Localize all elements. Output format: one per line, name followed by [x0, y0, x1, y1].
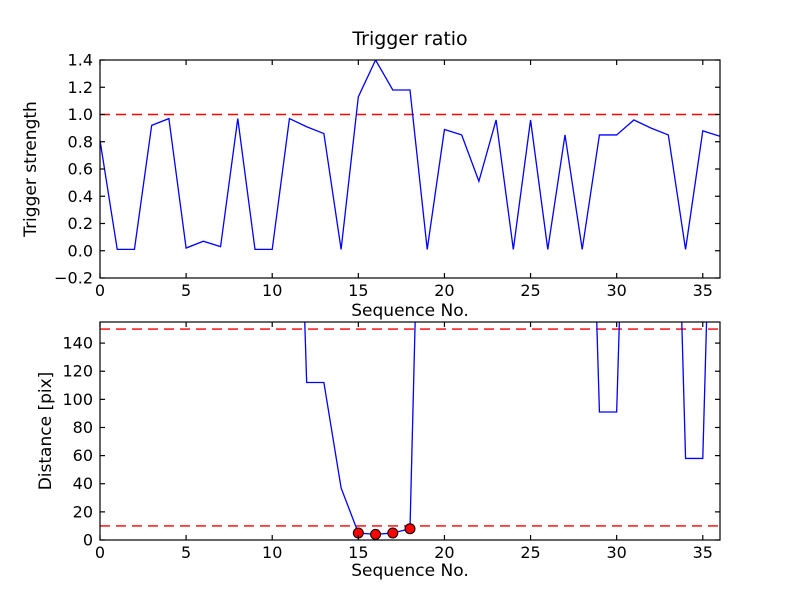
plot-1-x-tick-label: 25 — [520, 543, 540, 562]
plot-1-x-tick-label: 10 — [262, 543, 282, 562]
plot-1-x-tick-label: 35 — [693, 543, 713, 562]
plot-1-marker — [387, 527, 399, 539]
plot-1-x-tick-label: 20 — [434, 543, 454, 562]
plot-0-y-tick-label: 0.0 — [68, 241, 93, 260]
plot-1-marker — [404, 523, 416, 535]
plot-0-y-tick-label: 0.2 — [68, 214, 93, 233]
plot-1-marker — [370, 528, 382, 540]
plot-1-x-tick-label: 15 — [348, 543, 368, 562]
plot-0-x-tick-label: 5 — [181, 281, 191, 300]
plot-1-y-tick-label: 40 — [73, 474, 93, 493]
top-x-axis-label: Sequence No. — [351, 301, 469, 321]
plot-1-y-tick-label: 60 — [73, 446, 93, 465]
plot-1-axes-border — [99, 321, 721, 541]
plot-0-y-tick-label: 1.0 — [68, 105, 93, 124]
bottom-x-axis-label: Sequence No. — [351, 561, 469, 581]
plot-1-y-tick-label: 20 — [73, 502, 93, 521]
top-y-axis-label: Trigger strength — [21, 101, 41, 237]
plot-0-y-tick-label: 0.6 — [68, 160, 93, 179]
chart-title: Trigger ratio — [352, 28, 468, 50]
plot-0-x-tick-label: 15 — [348, 281, 368, 300]
plot-1-y-tick-label: 140 — [62, 334, 93, 353]
plot-0-y-tick-label: −0.2 — [54, 269, 93, 288]
plot-0-y-tick-label: 1.4 — [68, 51, 93, 70]
plot-0-x-tick-label: 10 — [262, 281, 282, 300]
plot-0-x-tick-label: 30 — [606, 281, 626, 300]
plot-0-data-line — [100, 60, 720, 251]
plot-1-x-tick-label: 0 — [95, 543, 105, 562]
plot-1-y-tick-label: 120 — [62, 362, 93, 381]
plot-0-y-tick-label: 0.4 — [68, 187, 93, 206]
plot-0-x-tick-label: 25 — [520, 281, 540, 300]
plot-0-y-tick-label: 0.8 — [68, 132, 93, 151]
plot-0-y-tick-label: 1.2 — [68, 78, 93, 97]
plot-1-y-tick-label: 100 — [62, 390, 93, 409]
plot-0-x-tick-label: 35 — [693, 281, 713, 300]
plot-0-axes-border — [99, 59, 721, 279]
plot-1-y-tick-label: 0 — [83, 531, 93, 550]
plot-1-x-tick-label: 5 — [181, 543, 191, 562]
bottom-y-axis-label: Distance [pix] — [36, 371, 56, 491]
plot-1-x-tick-label: 30 — [606, 543, 626, 562]
plot-0-x-tick-label: 0 — [95, 281, 105, 300]
plot-1-y-tick-label: 80 — [73, 418, 93, 437]
plot-0-x-tick-label: 20 — [434, 281, 454, 300]
